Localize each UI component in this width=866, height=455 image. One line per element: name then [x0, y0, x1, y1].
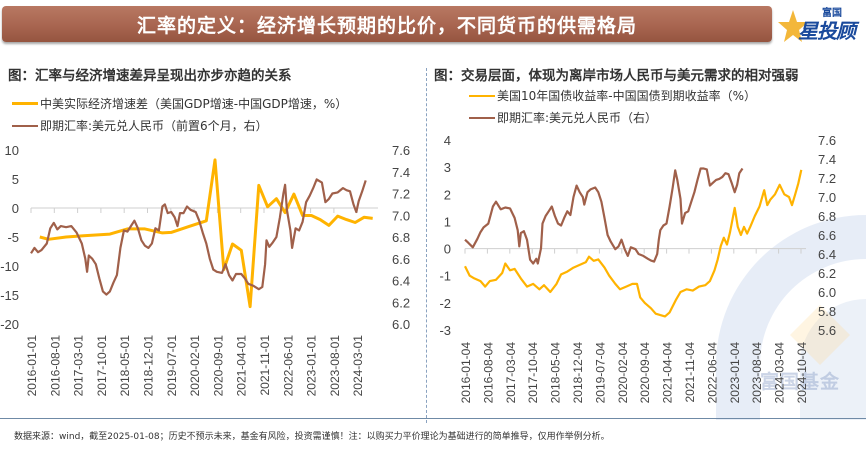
y-right-tick-label: 5.6 — [818, 323, 836, 338]
y-right-tick-label: 6.6 — [818, 228, 836, 243]
y-right-tick-label: 6.0 — [392, 317, 410, 332]
left-chart: 10 5 0 -5 -10 -15 -20 7.6 7.4 7.2 7.0 6.8 6.6 6.4 6.2 6… — [0, 143, 410, 397]
left-chart-title: 图：汇率与经济增速差异呈现出亦步亦趋的关系 — [8, 68, 292, 84]
logo-top-text: 富国 — [822, 8, 842, 19]
x-tick-label: 2022-06-01 — [281, 335, 295, 397]
x-tick-label: 2016-01-04 — [459, 342, 473, 404]
x-tick-label: 2023-01-01 — [305, 335, 319, 397]
legend-label: 即期汇率:美元兑人民币（前置6个月，右） — [40, 119, 268, 133]
right-chart: 4 3 2 1 0 -1 -2 -3 7.6 7.4 7.2 7.0 6.8 6.6 6.4 6.2 6.0 5.… — [439, 133, 836, 404]
y-right-tick-label: 6.2 — [392, 295, 410, 310]
y-left-tick-label: 10 — [5, 143, 19, 158]
legend-swatch-brown — [12, 124, 38, 127]
y-right-tick-label: 7.4 — [818, 152, 836, 167]
x-tick-label: 2021-11-04 — [683, 342, 697, 403]
x-tick-label: 2016-08-01 — [48, 335, 62, 397]
y-right-tick-label: 7.0 — [818, 190, 836, 205]
y-right-tick-label: 6.2 — [818, 266, 836, 281]
y-left-tick-label: 4 — [444, 133, 451, 148]
x-tick-label: 2020-09-04 — [638, 342, 652, 404]
right-chart-title: 图：交易层面，体现为离岸市场人民币与美元需求的相对强弱 — [434, 68, 799, 84]
x-tick-label: 2020-02-01 — [188, 335, 202, 397]
legend-label: 美国10年国债收益率-中国国债到期收益率（%） — [497, 89, 757, 103]
series-line-right-axis — [30, 178, 367, 296]
y-left-tick-label: 1 — [444, 214, 451, 229]
y-right-tick-label: 7.2 — [392, 187, 410, 202]
y-right-tick-label: 5.8 — [818, 304, 836, 319]
footer-divider — [0, 418, 866, 419]
left-legend-item-gdp: 中美实际经济增速差（美国GDP增速-中国GDP增速，%） — [12, 95, 347, 112]
x-tick-label: 2016-01-01 — [25, 335, 39, 397]
y-right-tick-label: 6.6 — [392, 252, 410, 267]
y-left-tick-label: -1 — [439, 269, 451, 284]
series-line-right-axis — [464, 167, 744, 265]
y-right-tick-label: 7.2 — [818, 171, 836, 186]
x-tick-label: 2023-01-04 — [728, 342, 742, 404]
y-right-tick-label: 6.8 — [392, 230, 410, 245]
y-left-tick-label: 0 — [444, 242, 451, 257]
y-left-tick-label: -20 — [0, 317, 19, 332]
logo-bottom-text: 星投顾 — [798, 19, 856, 43]
legend-swatch-yellow — [12, 102, 38, 105]
x-tick-label: 2016-08-04 — [481, 342, 495, 404]
y-right-tick-label: 6.0 — [818, 285, 836, 300]
x-tick-label: 2019-07-01 — [165, 335, 179, 397]
right-legend-item-yield: 美国10年国债收益率-中国国债到期收益率（%） — [469, 87, 756, 104]
x-tick-label: 2022-06-04 — [705, 342, 719, 404]
y-right-tick-label: 6.4 — [392, 274, 410, 289]
y-right-tick-label: 6.4 — [818, 247, 836, 262]
x-tick-label: 2018-05-04 — [549, 342, 563, 404]
y-right-tick-label: 6.8 — [818, 209, 836, 224]
y-left-tick-label: -15 — [0, 288, 19, 303]
y-left-tick-label: 2 — [444, 187, 451, 202]
y-left-tick-label: -10 — [0, 259, 19, 274]
header-banner: 汇率的定义：经济增长预期的比价，不同货币的供需格局 — [2, 6, 772, 42]
x-tick-label: 2020-02-04 — [616, 342, 630, 404]
x-tick-label: 2019-07-04 — [593, 342, 607, 404]
x-tick-label: 2020-09-01 — [211, 335, 225, 397]
x-tick-label: 2024-03-04 — [773, 342, 787, 404]
x-tick-label: 2024-10-04 — [795, 342, 809, 404]
right-legend-item-fx: 即期汇率:美元兑人民币（右） — [469, 109, 657, 126]
legend-swatch-brown — [469, 116, 495, 119]
x-tick-label: 2021-04-04 — [661, 342, 675, 404]
watermark-text: 富国基金 — [760, 371, 841, 393]
legend-label: 即期汇率:美元兑人民币（右） — [497, 111, 658, 125]
x-tick-label: 2021-11-01 — [258, 335, 272, 396]
y-left-tick-label: -2 — [439, 296, 451, 311]
y-left-tick-label: 5 — [12, 172, 19, 187]
x-tick-label: 2017-03-04 — [504, 342, 518, 404]
x-tick-label: 2018-12-04 — [571, 342, 585, 404]
page-title: 汇率的定义：经济增长预期的比价，不同货币的供需格局 — [136, 14, 637, 37]
x-tick-label: 2024-03-01 — [351, 335, 365, 397]
series-line-left-axis — [464, 169, 803, 318]
footnote: 数据来源：wind，截至2025-01-08；历史不预示未来，基金有风险，投资需… — [14, 432, 610, 442]
brand-logo: 富国 星投顾 — [778, 2, 864, 44]
left-legend-item-fx: 即期汇率:美元兑人民币（前置6个月，右） — [12, 117, 268, 134]
y-right-tick-label: 7.6 — [392, 143, 410, 158]
panel-divider — [426, 68, 427, 423]
y-left-tick-label: -3 — [439, 323, 451, 338]
y-left-tick-label: -5 — [7, 230, 19, 245]
y-right-tick-label: 7.6 — [818, 133, 836, 148]
legend-swatch-yellow — [469, 94, 495, 97]
x-tick-label: 2018-05-01 — [118, 335, 132, 397]
x-tick-label: 2017-10-01 — [95, 335, 109, 397]
x-tick-label: 2021-04-01 — [235, 335, 249, 397]
legend-label: 中美实际经济增速差（美国GDP增速-中国GDP增速，%） — [40, 97, 348, 111]
star-icon — [778, 10, 808, 42]
x-tick-label: 2018-12-01 — [142, 335, 156, 397]
x-tick-label: 2023-08-01 — [328, 335, 342, 397]
x-tick-label: 2017-10-04 — [526, 342, 540, 404]
series-line-left-axis — [39, 158, 373, 309]
y-right-tick-label: 7.0 — [392, 208, 410, 223]
y-right-tick-label: 7.4 — [392, 165, 410, 180]
y-left-tick-label: 3 — [444, 160, 451, 175]
x-tick-label: 2023-08-04 — [750, 342, 764, 404]
y-left-tick-label: 0 — [12, 201, 19, 216]
x-tick-label: 2017-03-01 — [72, 335, 86, 397]
